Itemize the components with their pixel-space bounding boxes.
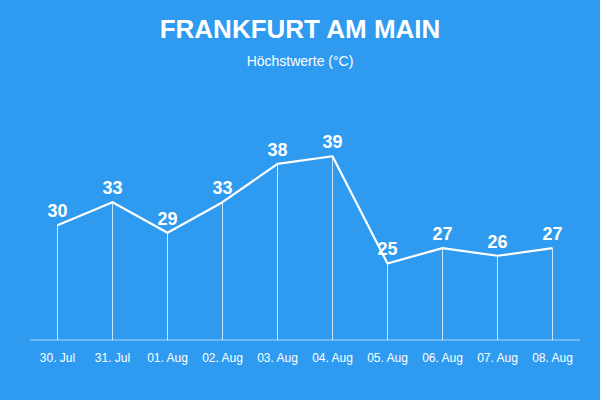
x-tick-label: 02. Aug <box>202 351 243 365</box>
x-tick-label: 04. Aug <box>312 351 353 365</box>
x-tick-label: 01. Aug <box>147 351 188 365</box>
x-tick-label: 03. Aug <box>257 351 298 365</box>
drop-line <box>387 263 388 340</box>
plot-marks <box>58 156 553 340</box>
drop-line <box>442 248 443 340</box>
drop-line <box>332 156 333 340</box>
data-label: 27 <box>432 224 452 244</box>
x-tick-label: 31. Jul <box>95 351 130 365</box>
data-label: 29 <box>157 209 177 229</box>
drop-line <box>112 202 113 340</box>
x-tick-label: 06. Aug <box>422 351 463 365</box>
data-labels: 30 33 29 33 38 39 25 27 26 27 <box>47 132 562 259</box>
data-label: 30 <box>47 201 67 221</box>
drop-line <box>277 164 278 340</box>
drop-line <box>57 225 58 340</box>
data-label: 33 <box>212 178 232 198</box>
drop-line <box>552 248 553 340</box>
data-label: 39 <box>322 132 342 152</box>
data-label: 33 <box>102 178 122 198</box>
chart: FRANKFURT AM MAINHöchstwerte (°C)3033293… <box>0 0 600 400</box>
x-tick-label: 07. Aug <box>477 351 518 365</box>
drop-line <box>497 256 498 340</box>
drop-line <box>167 233 168 340</box>
x-tick-label: 30. Jul <box>40 351 75 365</box>
x-tick-label: 08. Aug <box>532 351 573 365</box>
data-label: 38 <box>267 140 287 160</box>
line <box>58 156 553 263</box>
data-label: 27 <box>542 224 562 244</box>
data-label: 26 <box>487 232 507 252</box>
title: FRANKFURT AM MAIN <box>160 14 441 44</box>
chart-container: FRANKFURT AM MAINHöchstwerte (°C)3033293… <box>0 0 600 400</box>
drop-line <box>222 202 223 340</box>
data-label: 25 <box>377 239 397 259</box>
x-axis: 30. Jul 31. Jul 01. Aug 02. Aug 03. Aug 04. A… <box>40 351 573 365</box>
subtitle: Höchstwerte (°C) <box>247 53 354 69</box>
x-tick-label: 05. Aug <box>367 351 408 365</box>
